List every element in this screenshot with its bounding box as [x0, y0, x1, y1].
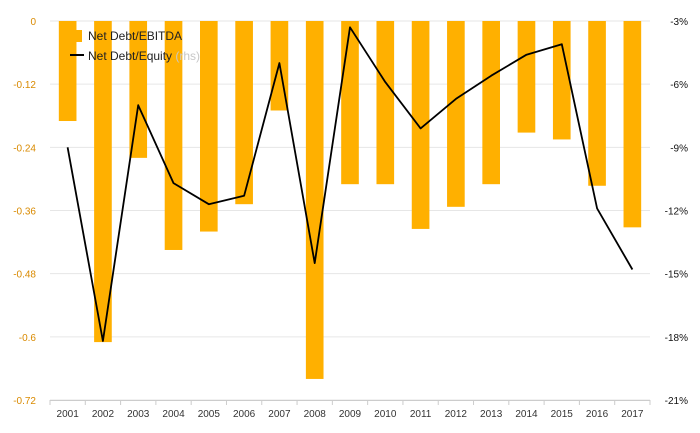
x-tick-label: 2001: [57, 409, 80, 420]
left-tick-label: -0.48: [13, 270, 36, 281]
bar: [517, 21, 536, 133]
x-tick-label: 2003: [127, 409, 150, 420]
bar: [447, 21, 465, 207]
legend-swatch-net-debt-ebitda: [72, 30, 82, 42]
x-tick-label: 2005: [198, 409, 221, 420]
right-tick-label: -12%: [665, 207, 688, 218]
bar: [482, 21, 500, 185]
bar: [305, 21, 324, 379]
legend-label-rhs-suffix: (rhs): [172, 49, 200, 63]
x-tick-label: 2014: [515, 409, 538, 420]
right-tick-label: -18%: [665, 333, 688, 344]
bar: [411, 21, 430, 229]
bar-series-net-debt-ebitda: [58, 21, 642, 379]
x-axis: 2001 2002 2003 2004 2005 2006 2007 2008 2009 2010…: [49, 400, 651, 420]
x-tick-label: 2002: [92, 409, 115, 420]
x-tick-label: 2011: [410, 409, 432, 420]
left-tick-label: 0: [30, 17, 36, 28]
series-line: [66, 26, 634, 342]
x-tick-label: 2017: [621, 409, 644, 420]
x-tick-label: 2016: [586, 409, 609, 420]
bar: [129, 21, 148, 158]
line-series-net-debt-equity: [66, 26, 634, 342]
legend: Net Debt/EBITDA Net Debt/Equity (rhs): [70, 29, 200, 63]
x-tick-label: 2012: [445, 409, 468, 420]
right-tick-label: -15%: [665, 270, 688, 281]
left-tick-label: -0.6: [19, 333, 37, 344]
x-tick-label: 2006: [233, 409, 256, 420]
x-tick-label: 2015: [551, 409, 574, 420]
left-tick-label: -0.12: [13, 80, 36, 91]
bar: [164, 21, 183, 250]
left-tick-label: -0.72: [13, 396, 36, 407]
bar: [235, 21, 253, 205]
x-tick-label: 2010: [374, 409, 397, 420]
legend-label-net-debt-ebitda: Net Debt/EBITDA: [88, 29, 182, 43]
bar: [341, 21, 359, 185]
bar: [58, 21, 77, 122]
right-tick-label: -3%: [670, 17, 688, 28]
right-tick-label: -21%: [665, 396, 688, 407]
bar: [623, 21, 642, 228]
right-tick-label: -9%: [670, 143, 688, 154]
bar: [376, 21, 395, 185]
x-tick-label: 2008: [304, 409, 327, 420]
bar: [588, 21, 606, 186]
left-tick-label: -0.36: [13, 207, 36, 218]
x-tick-label: 2007: [268, 409, 291, 420]
left-axis: 0 -0.12 -0.24 -0.36 -0.48 -0.6 -0.72: [13, 17, 36, 407]
x-tick-label: 2013: [480, 409, 503, 420]
legend-label-net-debt-equity: Net Debt/Equity (rhs): [88, 49, 200, 63]
left-tick-label: -0.24: [13, 143, 36, 154]
right-axis: -3% -6% -9% -12% -15% -18% -21%: [665, 17, 688, 407]
bar: [94, 21, 112, 343]
right-tick-label: -6%: [670, 80, 688, 91]
x-tick-label: 2009: [339, 409, 362, 420]
bar: [200, 21, 218, 232]
bar: [552, 21, 571, 140]
x-tick-label: 2004: [162, 409, 185, 420]
legend-label-net-debt-equity-name: Net Debt/Equity: [88, 49, 172, 63]
